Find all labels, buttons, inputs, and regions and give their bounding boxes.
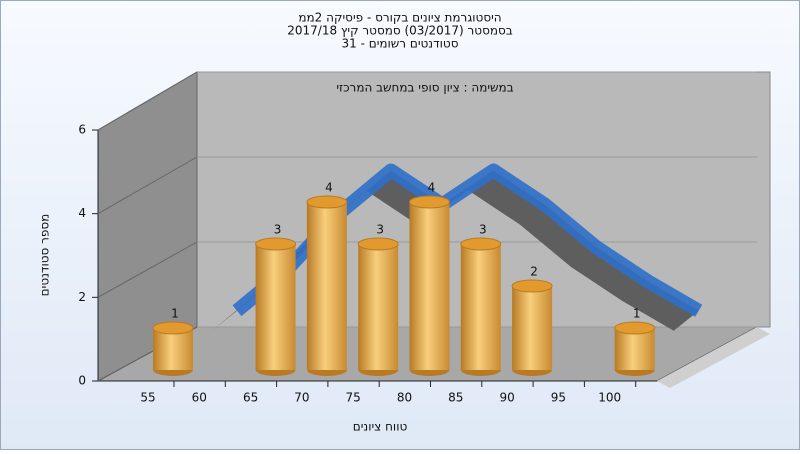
chart-subtitle: בסמסטר (03/2017) סמסטר קיץ 2017/18 bbox=[287, 24, 513, 38]
value-label: 1 bbox=[171, 307, 179, 321]
x-tick-label: 60 bbox=[192, 391, 207, 405]
value-label: 2 bbox=[530, 265, 538, 279]
x-tick-label: 55 bbox=[140, 391, 155, 405]
floor-edge bbox=[657, 327, 770, 388]
value-label: 3 bbox=[479, 223, 487, 237]
y-tick-label: 6 bbox=[78, 123, 86, 137]
x-tick-label: 90 bbox=[499, 391, 514, 405]
x-axis-label: טווח ציונים bbox=[353, 420, 408, 434]
x-tick-label: 75 bbox=[346, 391, 361, 405]
x-tick-label: 85 bbox=[448, 391, 463, 405]
value-label: 1 bbox=[633, 307, 641, 321]
y-tick-label: 2 bbox=[78, 290, 86, 304]
bar bbox=[512, 286, 553, 370]
value-label: 3 bbox=[376, 223, 384, 237]
bar bbox=[409, 202, 450, 370]
bar bbox=[460, 244, 501, 370]
bar-top bbox=[357, 237, 399, 251]
value-label: 4 bbox=[428, 181, 436, 195]
y-tick-label: 4 bbox=[78, 206, 86, 220]
y-axis-label: מספר סטודנטים bbox=[38, 214, 52, 297]
bar-top bbox=[306, 195, 348, 209]
bar bbox=[306, 202, 347, 370]
x-tick-label: 70 bbox=[294, 391, 309, 405]
bar-top bbox=[511, 279, 553, 293]
bar-top bbox=[255, 237, 297, 251]
value-label: 3 bbox=[274, 223, 282, 237]
y-tick-label: 0 bbox=[78, 374, 86, 388]
chart-title: היסטוגרמת ציונים בקורס - פיסיקה 2ממ bbox=[298, 11, 501, 25]
bar bbox=[614, 328, 655, 370]
x-tick-label: 100 bbox=[598, 391, 621, 405]
x-tick-label: 80 bbox=[397, 391, 412, 405]
bar bbox=[358, 244, 399, 370]
grid-line bbox=[97, 156, 198, 215]
grid-line bbox=[97, 71, 198, 131]
bar-top bbox=[460, 237, 502, 251]
x-tick-label: 65 bbox=[243, 391, 258, 405]
bar-top bbox=[152, 321, 194, 335]
bar-top bbox=[614, 321, 656, 335]
annotation: במשימה : ציון סופי במחשב המרכזי bbox=[336, 81, 513, 95]
x-tick-label: 95 bbox=[551, 391, 566, 405]
bar-top bbox=[409, 195, 450, 209]
grid-line bbox=[97, 241, 198, 298]
bar bbox=[153, 328, 193, 370]
chart-subtitle: סטודנטים רשומים - 31 bbox=[341, 37, 458, 51]
value-label: 4 bbox=[325, 181, 333, 195]
bar bbox=[255, 244, 296, 370]
